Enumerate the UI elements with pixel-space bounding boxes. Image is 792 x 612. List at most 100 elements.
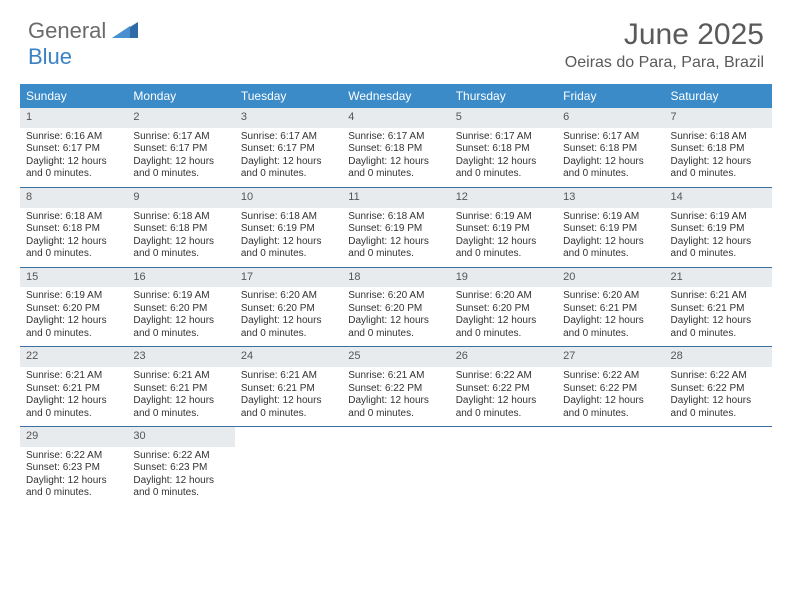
day-number: 20 [557,268,664,288]
day-of-week-header: Tuesday [235,84,342,108]
sunrise-text: Sunrise: 6:20 AM [456,290,551,303]
daylight-text: Daylight: 12 hours and 0 minutes. [241,395,336,420]
day-number: 16 [127,268,234,288]
day-details: Sunrise: 6:18 AMSunset: 6:18 PMDaylight:… [665,128,772,187]
calendar-cell-empty [557,427,664,506]
day-details: Sunrise: 6:17 AMSunset: 6:18 PMDaylight:… [342,128,449,187]
calendar-cell: 18Sunrise: 6:20 AMSunset: 6:20 PMDayligh… [342,268,449,347]
daylight-text: Daylight: 12 hours and 0 minutes. [456,315,551,340]
sunset-text: Sunset: 6:18 PM [348,143,443,156]
day-of-week-header: Saturday [665,84,772,108]
sunset-text: Sunset: 6:19 PM [671,223,766,236]
day-number: 12 [450,188,557,208]
daylight-text: Daylight: 12 hours and 0 minutes. [563,236,658,261]
calendar-cell: 6Sunrise: 6:17 AMSunset: 6:18 PMDaylight… [557,108,664,187]
daylight-text: Daylight: 12 hours and 0 minutes. [563,156,658,181]
calendar-cell: 8Sunrise: 6:18 AMSunset: 6:18 PMDaylight… [20,188,127,267]
day-of-week-header: Wednesday [342,84,449,108]
daylight-text: Daylight: 12 hours and 0 minutes. [133,315,228,340]
sunrise-text: Sunrise: 6:19 AM [671,211,766,224]
day-details: Sunrise: 6:20 AMSunset: 6:20 PMDaylight:… [235,287,342,346]
day-number: 14 [665,188,772,208]
location-subtitle: Oeiras do Para, Para, Brazil [565,54,764,72]
calendar-cell: 28Sunrise: 6:22 AMSunset: 6:22 PMDayligh… [665,347,772,426]
day-number: 25 [342,347,449,367]
day-details: Sunrise: 6:22 AMSunset: 6:22 PMDaylight:… [557,367,664,426]
calendar-week-row: 15Sunrise: 6:19 AMSunset: 6:20 PMDayligh… [20,268,772,348]
daylight-text: Daylight: 12 hours and 0 minutes. [671,156,766,181]
day-of-week-header-row: SundayMondayTuesdayWednesdayThursdayFrid… [20,84,772,108]
sunset-text: Sunset: 6:22 PM [671,383,766,396]
calendar-week-row: 1Sunrise: 6:16 AMSunset: 6:17 PMDaylight… [20,108,772,188]
sunrise-text: Sunrise: 6:17 AM [133,131,228,144]
sunrise-text: Sunrise: 6:17 AM [456,131,551,144]
daylight-text: Daylight: 12 hours and 0 minutes. [26,236,121,261]
calendar-cell-empty [235,427,342,506]
sunset-text: Sunset: 6:17 PM [26,143,121,156]
sunset-text: Sunset: 6:17 PM [241,143,336,156]
calendar-cell: 2Sunrise: 6:17 AMSunset: 6:17 PMDaylight… [127,108,234,187]
day-details: Sunrise: 6:22 AMSunset: 6:23 PMDaylight:… [20,447,127,506]
calendar-cell: 12Sunrise: 6:19 AMSunset: 6:19 PMDayligh… [450,188,557,267]
calendar-cell: 20Sunrise: 6:20 AMSunset: 6:21 PMDayligh… [557,268,664,347]
calendar-cell: 30Sunrise: 6:22 AMSunset: 6:23 PMDayligh… [127,427,234,506]
calendar-grid: SundayMondayTuesdayWednesdayThursdayFrid… [20,84,772,506]
sunset-text: Sunset: 6:20 PM [133,303,228,316]
sunset-text: Sunset: 6:20 PM [456,303,551,316]
sunset-text: Sunset: 6:18 PM [26,223,121,236]
day-number: 3 [235,108,342,128]
sunrise-text: Sunrise: 6:18 AM [348,211,443,224]
day-details: Sunrise: 6:21 AMSunset: 6:21 PMDaylight:… [665,287,772,346]
sunset-text: Sunset: 6:19 PM [563,223,658,236]
sunset-text: Sunset: 6:22 PM [563,383,658,396]
calendar-cell: 15Sunrise: 6:19 AMSunset: 6:20 PMDayligh… [20,268,127,347]
calendar-cell: 4Sunrise: 6:17 AMSunset: 6:18 PMDaylight… [342,108,449,187]
sunrise-text: Sunrise: 6:20 AM [348,290,443,303]
daylight-text: Daylight: 12 hours and 0 minutes. [671,315,766,340]
day-of-week-header: Monday [127,84,234,108]
sunrise-text: Sunrise: 6:21 AM [241,370,336,383]
day-details: Sunrise: 6:19 AMSunset: 6:19 PMDaylight:… [450,208,557,267]
sunset-text: Sunset: 6:23 PM [26,462,121,475]
day-details: Sunrise: 6:19 AMSunset: 6:19 PMDaylight:… [557,208,664,267]
day-details: Sunrise: 6:17 AMSunset: 6:18 PMDaylight:… [557,128,664,187]
calendar-cell: 17Sunrise: 6:20 AMSunset: 6:20 PMDayligh… [235,268,342,347]
day-details: Sunrise: 6:18 AMSunset: 6:18 PMDaylight:… [20,208,127,267]
day-number: 15 [20,268,127,288]
calendar-cell: 27Sunrise: 6:22 AMSunset: 6:22 PMDayligh… [557,347,664,426]
sunrise-text: Sunrise: 6:16 AM [26,131,121,144]
daylight-text: Daylight: 12 hours and 0 minutes. [348,156,443,181]
sunset-text: Sunset: 6:21 PM [671,303,766,316]
daylight-text: Daylight: 12 hours and 0 minutes. [133,156,228,181]
calendar-week-row: 8Sunrise: 6:18 AMSunset: 6:18 PMDaylight… [20,188,772,268]
day-details: Sunrise: 6:18 AMSunset: 6:19 PMDaylight:… [235,208,342,267]
brand-word-1: General [28,18,106,44]
day-number: 13 [557,188,664,208]
daylight-text: Daylight: 12 hours and 0 minutes. [241,315,336,340]
day-details: Sunrise: 6:17 AMSunset: 6:17 PMDaylight:… [127,128,234,187]
calendar-week-row: 29Sunrise: 6:22 AMSunset: 6:23 PMDayligh… [20,427,772,506]
day-details: Sunrise: 6:20 AMSunset: 6:20 PMDaylight:… [342,287,449,346]
sunrise-text: Sunrise: 6:21 AM [348,370,443,383]
daylight-text: Daylight: 12 hours and 0 minutes. [133,475,228,500]
calendar-cell: 14Sunrise: 6:19 AMSunset: 6:19 PMDayligh… [665,188,772,267]
calendar-cell: 26Sunrise: 6:22 AMSunset: 6:22 PMDayligh… [450,347,557,426]
calendar-week-row: 22Sunrise: 6:21 AMSunset: 6:21 PMDayligh… [20,347,772,427]
day-number: 24 [235,347,342,367]
day-details: Sunrise: 6:19 AMSunset: 6:19 PMDaylight:… [665,208,772,267]
daylight-text: Daylight: 12 hours and 0 minutes. [348,315,443,340]
brand-triangle-icon [112,20,138,43]
sunrise-text: Sunrise: 6:22 AM [456,370,551,383]
sunset-text: Sunset: 6:18 PM [133,223,228,236]
daylight-text: Daylight: 12 hours and 0 minutes. [671,395,766,420]
day-number: 28 [665,347,772,367]
calendar-cell-empty [450,427,557,506]
sunrise-text: Sunrise: 6:20 AM [241,290,336,303]
calendar-cell-empty [665,427,772,506]
day-details: Sunrise: 6:22 AMSunset: 6:22 PMDaylight:… [665,367,772,426]
calendar-cell-empty [342,427,449,506]
calendar-cell: 25Sunrise: 6:21 AMSunset: 6:22 PMDayligh… [342,347,449,426]
sunrise-text: Sunrise: 6:22 AM [563,370,658,383]
daylight-text: Daylight: 12 hours and 0 minutes. [26,395,121,420]
sunrise-text: Sunrise: 6:17 AM [563,131,658,144]
